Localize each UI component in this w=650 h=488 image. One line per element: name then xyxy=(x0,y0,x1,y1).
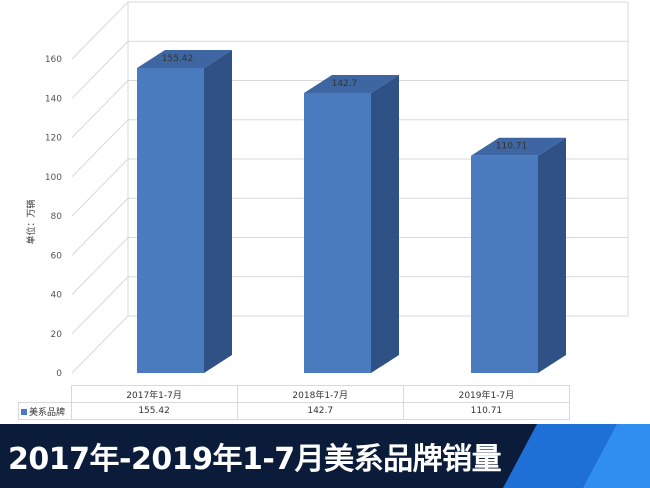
y-axis-ticks: 0 20 40 60 80 100 120 140 160 xyxy=(45,55,62,379)
table-row: 美系品牌 155.42 142.7 110.71 xyxy=(18,402,571,420)
gridline-diagonal xyxy=(71,40,129,99)
bar xyxy=(137,67,204,373)
gridline-diagonal xyxy=(71,237,129,295)
x-tick-label: 2019年1-7月 xyxy=(402,385,571,403)
chart-bars xyxy=(137,49,566,374)
gridline-diagonal xyxy=(71,276,129,335)
gridline-diagonal xyxy=(71,1,129,60)
y-tick-label: 140 xyxy=(45,94,62,104)
bar-top xyxy=(471,137,566,156)
table-header-row: 2017年1-7月 2018年1-7月 2019年1-7月 xyxy=(18,385,571,403)
bar-top xyxy=(304,74,399,93)
chart-data-table: 2017年1-7月 2018年1-7月 2019年1-7月 美系品牌 155.4… xyxy=(18,385,571,420)
y-tick-label: 160 xyxy=(45,55,62,65)
y-tick-label: 40 xyxy=(51,291,63,301)
gridline-diagonal xyxy=(71,158,129,217)
table-value: 110.71 xyxy=(402,402,571,420)
x-tick-label: 2017年1-7月 xyxy=(70,385,238,403)
title-banner: 2017年-2019年1-7月美系品牌销量 xyxy=(0,424,650,488)
table-corner xyxy=(18,385,72,403)
legend-label: 美系品牌 xyxy=(29,407,66,418)
data-labels: 155.42 142.7 110.71 xyxy=(162,54,528,152)
data-label: 155.42 xyxy=(162,54,194,64)
x-tick-label: 2018年1-7月 xyxy=(236,385,404,403)
gridline-diagonal xyxy=(71,315,129,374)
gridline-diagonal xyxy=(71,80,129,138)
y-tick-label: 20 xyxy=(51,330,63,340)
bar xyxy=(471,155,538,373)
bar-side xyxy=(538,137,566,373)
data-label: 142.7 xyxy=(332,79,358,89)
y-tick-label: 80 xyxy=(51,212,63,222)
bar-top xyxy=(137,49,232,68)
y-axis-label: 单位：万辆 xyxy=(25,199,37,244)
gridline-diagonal xyxy=(71,197,129,256)
bar-side xyxy=(371,74,399,374)
y-tick-label: 0 xyxy=(56,369,62,379)
legend-entry: 美系品牌 xyxy=(18,402,72,420)
y-tick-label: 100 xyxy=(45,173,62,183)
banner-title: 2017年-2019年1-7月美系品牌销量 xyxy=(8,442,502,477)
bar xyxy=(304,92,371,374)
y-tick-label: 60 xyxy=(51,251,63,261)
table-value: 142.7 xyxy=(236,402,404,420)
bar-side xyxy=(204,49,232,373)
table-value: 155.42 xyxy=(70,402,238,420)
gridline-diagonal xyxy=(71,119,129,178)
y-tick-label: 120 xyxy=(45,134,62,144)
data-label: 110.71 xyxy=(496,142,528,152)
legend-swatch xyxy=(21,409,27,415)
